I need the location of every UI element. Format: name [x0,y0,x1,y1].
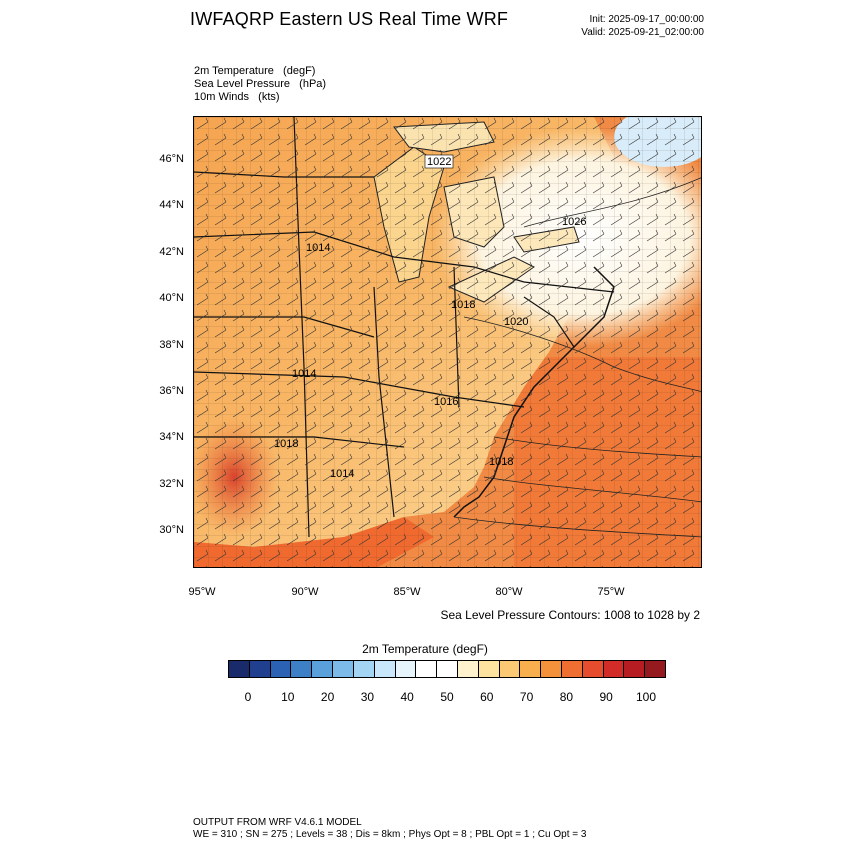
colorbar-cell [270,661,292,677]
pressure-label: 1018 [451,299,475,311]
colorbar-cell [582,661,604,677]
init-time: Init: 2025-09-17_00:00:00 [589,14,704,25]
colorbar-cell [249,661,271,677]
colorbar-tick-label: 20 [320,690,335,704]
lat-label: 40°N [159,292,184,304]
pressure-label: 1014 [292,368,316,380]
colorbar-tick-label: 60 [480,690,494,704]
colorbar-tick-label: 90 [599,690,613,704]
colorbar-tick-label: 10 [281,690,295,704]
field-label-temperature: 2m Temperature (degF) [194,65,316,77]
colorbar-tick-label: 0 [244,690,252,704]
lat-label: 32°N [159,478,184,490]
lon-label: 80°W [495,586,523,598]
pressure-label: 1014 [330,468,354,480]
colorbar-tick-label: 80 [559,690,574,704]
colorbar-cell [312,661,334,677]
lat-label: 46°N [159,153,184,165]
colorbar-tick-label: 50 [440,690,454,704]
lon-label: 85°W [393,586,421,598]
pressure-labels: 1022 1026 1014 1018 1020 1014 1018 1014 1016 1018 [274,154,586,480]
colorbar-cell [645,661,666,677]
colorbar-tick-label: 40 [400,690,414,704]
colorbar-cell [624,661,646,677]
weather-map: 1022 1026 1014 1018 1020 1014 1018 1014 1016 1018 [193,116,702,568]
pressure-label: 1018 [489,456,513,468]
colorbar [228,660,666,678]
valid-time: Valid: 2025-09-21_02:00:00 [581,27,704,38]
colorbar-cell [520,661,542,677]
colorbar-cell [457,661,479,677]
pressure-label: 1020 [504,316,528,328]
lat-label: 38°N [159,339,184,351]
colorbar-cell [562,661,583,677]
colorbar-cell [374,661,396,677]
pressure-label: 1018 [274,438,298,450]
colorbar-tick-label: 70 [519,690,534,704]
colorbar-cell [229,661,250,677]
pressure-label: 1014 [306,242,330,254]
lat-label: 44°N [159,199,184,211]
colorbar-tick-label: 30 [360,690,375,704]
field-label-pressure: Sea Level Pressure (hPa) [194,78,327,90]
colorbar-cell [395,661,417,677]
colorbar-cell [478,661,500,677]
colorbar-cell [541,661,562,677]
lon-label: 95°W [188,586,216,598]
lon-label: 75°W [597,586,625,598]
pressure-label: 1016 [434,396,458,408]
colorbar-tick-label: 100 [635,690,657,704]
colorbar-cell [291,661,313,677]
colorbar-title: 2m Temperature (degF) [362,642,488,656]
contour-note: Sea Level Pressure Contours: 1008 to 102… [440,608,701,622]
map-canvas: 1022 1026 1014 1018 1020 1014 1018 1014 1016 1018 [194,117,701,567]
pressure-label: 1022 [427,156,451,168]
lat-label: 36°N [159,385,184,397]
colorbar-cell [353,661,375,677]
model-info: OUTPUT FROM WRF V4.6.1 MODEL [193,817,362,828]
plot-title: IWFAQRP Eastern US Real Time WRF [190,9,509,29]
colorbar-cell [416,661,438,677]
colorbar-cell [333,661,354,677]
colorbar-cell [603,661,625,677]
wind-barbs [194,117,701,567]
lon-label: 90°W [291,586,319,598]
lat-label: 30°N [159,524,184,536]
model-config: WE = 310 ; SN = 275 ; Levels = 38 ; Dis … [193,829,587,840]
colorbar-cell [437,661,458,677]
colorbar-cell [499,661,521,677]
lat-label: 42°N [159,246,184,258]
field-label-winds: 10m Winds (kts) [194,91,280,103]
lat-label: 34°N [159,431,184,443]
pressure-label: 1026 [562,216,586,228]
